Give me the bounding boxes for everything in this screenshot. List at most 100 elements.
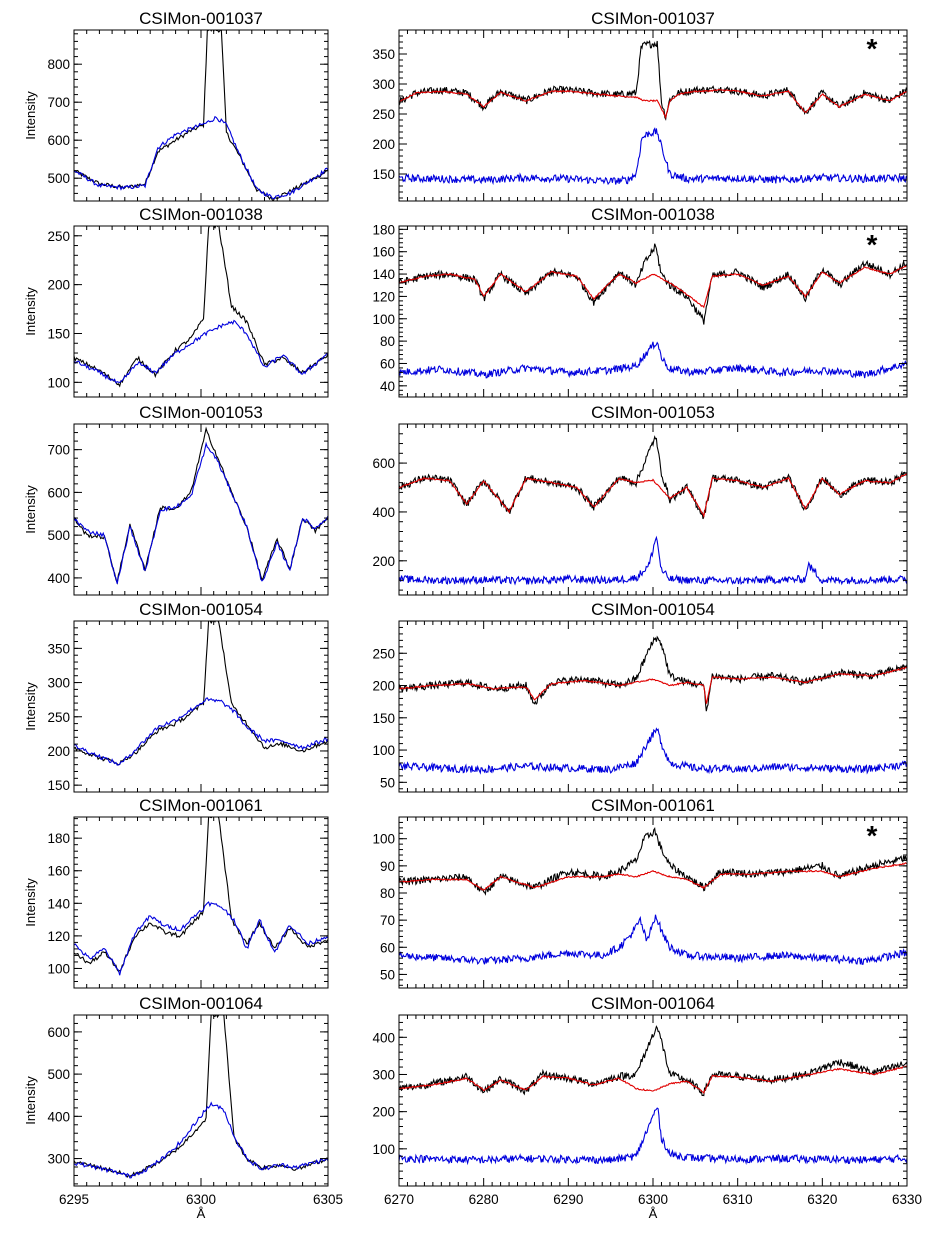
plot-frame [73, 816, 329, 989]
y-tick-label: 300 [372, 77, 395, 92]
panel-11: CSIMon-001064 300 400 500 600 6295 6300 6305 Å In… [23, 994, 343, 1221]
y-axis-label: Intensity [23, 1076, 38, 1125]
y-tick-label: 200 [372, 137, 395, 152]
plot-frame [398, 816, 908, 989]
panel-8: CSIMon-001054 50 100 150 200 250 [372, 600, 908, 793]
series-black-line [399, 243, 907, 325]
plot-frame [73, 1014, 329, 1187]
y-tick-label: 200 [47, 278, 70, 293]
y-tick-label: 700 [47, 443, 70, 458]
series-red-line [399, 666, 907, 704]
y-tick-label: 300 [372, 1067, 395, 1082]
panel-title: CSIMon-001037 [591, 9, 715, 28]
y-tick-label: 100 [372, 312, 395, 327]
y-tick-label: 140 [47, 896, 70, 911]
panel-title: CSIMon-001064 [139, 994, 263, 1013]
series-black-line [74, 30, 328, 201]
y-tick-label: 400 [47, 1109, 70, 1124]
series-blue-line [74, 441, 328, 584]
x-tick-label: 6320 [807, 1192, 837, 1207]
x-tick-label: 6295 [59, 1192, 89, 1207]
y-tick-label: 250 [372, 646, 395, 661]
y-tick-label: 400 [372, 1030, 395, 1045]
plot-frame [398, 1014, 908, 1187]
plot-frame [398, 225, 908, 398]
y-tick-label: 600 [47, 133, 70, 148]
y-axis-label: Intensity [23, 485, 38, 534]
y-tick-label: 500 [47, 528, 70, 543]
y-tick-label: 150 [47, 326, 70, 341]
y-tick-label: 600 [372, 456, 395, 471]
x-axis-label: Å [649, 1206, 658, 1221]
y-tick-label: 500 [47, 1067, 70, 1082]
series-red-line [399, 1065, 907, 1094]
panel-title: CSIMon-001061 [139, 796, 263, 815]
y-tick-label: 500 [47, 171, 70, 186]
y-tick-label: 70 [380, 913, 395, 928]
panel-6: CSIMon-001053 200 400 600 [372, 403, 908, 596]
panel-5: CSIMon-001053 400 500 600 700 Intensity [23, 403, 329, 596]
y-tick-label: 300 [47, 676, 70, 691]
series-red-line [399, 264, 907, 309]
series-blue-line [74, 697, 328, 766]
x-tick-label: 6305 [313, 1192, 343, 1207]
series-blue-line [399, 727, 907, 775]
plot-frame [73, 29, 329, 202]
series-red-line [399, 472, 907, 519]
y-tick-label: 100 [47, 961, 70, 976]
x-tick-label: 6330 [892, 1192, 922, 1207]
series-blue-line [74, 319, 328, 384]
y-tick-label: 250 [372, 107, 395, 122]
panel-title: CSIMon-001038 [139, 205, 263, 224]
y-tick-label: 200 [47, 744, 70, 759]
y-tick-label: 350 [47, 641, 70, 656]
panel-title: CSIMon-001054 [591, 600, 715, 619]
y-tick-label: 200 [372, 554, 395, 569]
series-blue-line [399, 914, 907, 965]
y-tick-label: 700 [47, 95, 70, 110]
y-tick-label: 120 [47, 929, 70, 944]
y-axis-label: Intensity [23, 287, 38, 336]
plot-frame [73, 225, 329, 398]
x-tick-label: 6280 [469, 1192, 499, 1207]
series-black-line [399, 635, 907, 712]
panel-title: CSIMon-001061 [591, 796, 715, 815]
y-tick-label: 600 [47, 1025, 70, 1040]
y-tick-label: 80 [380, 886, 395, 901]
panel-title: CSIMon-001053 [591, 403, 715, 422]
panel-title: CSIMon-001038 [591, 205, 715, 224]
x-axis-label: Å [197, 1206, 206, 1221]
series-black-line [74, 817, 328, 973]
x-tick-label: 6310 [723, 1192, 753, 1207]
y-tick-label: 250 [47, 229, 70, 244]
y-tick-label: 300 [47, 1152, 70, 1167]
y-tick-label: 160 [372, 245, 395, 260]
series-black-line [74, 1015, 328, 1179]
y-tick-label: 250 [47, 710, 70, 725]
star-marker: * [867, 33, 878, 64]
series-blue-line [399, 127, 907, 186]
y-tick-label: 350 [372, 47, 395, 62]
panel-title: CSIMon-001037 [139, 9, 263, 28]
y-tick-label: 100 [372, 832, 395, 847]
y-tick-label: 100 [47, 375, 70, 390]
star-marker: * [867, 820, 878, 851]
y-tick-label: 90 [380, 859, 395, 874]
y-axis-label: Intensity [23, 91, 38, 140]
panel-title: CSIMon-001054 [139, 600, 263, 619]
series-blue-line [399, 341, 907, 379]
y-tick-label: 150 [372, 167, 395, 182]
series-black-line [399, 1025, 907, 1097]
plot-frame [73, 620, 329, 793]
y-tick-label: 100 [372, 743, 395, 758]
y-tick-label: 120 [372, 289, 395, 304]
y-tick-label: 150 [372, 711, 395, 726]
y-tick-label: 100 [372, 1142, 395, 1157]
series-red-line [399, 862, 907, 891]
y-tick-label: 180 [372, 222, 395, 237]
panel-3: CSIMon-001038 100 150 200 250 Intensity [23, 205, 329, 398]
y-tick-label: 800 [47, 57, 70, 72]
series-black-line [399, 827, 907, 896]
panel-10: CSIMon-001061 50 60 70 80 90 100 * [372, 796, 908, 989]
series-blue-line [399, 1107, 907, 1166]
